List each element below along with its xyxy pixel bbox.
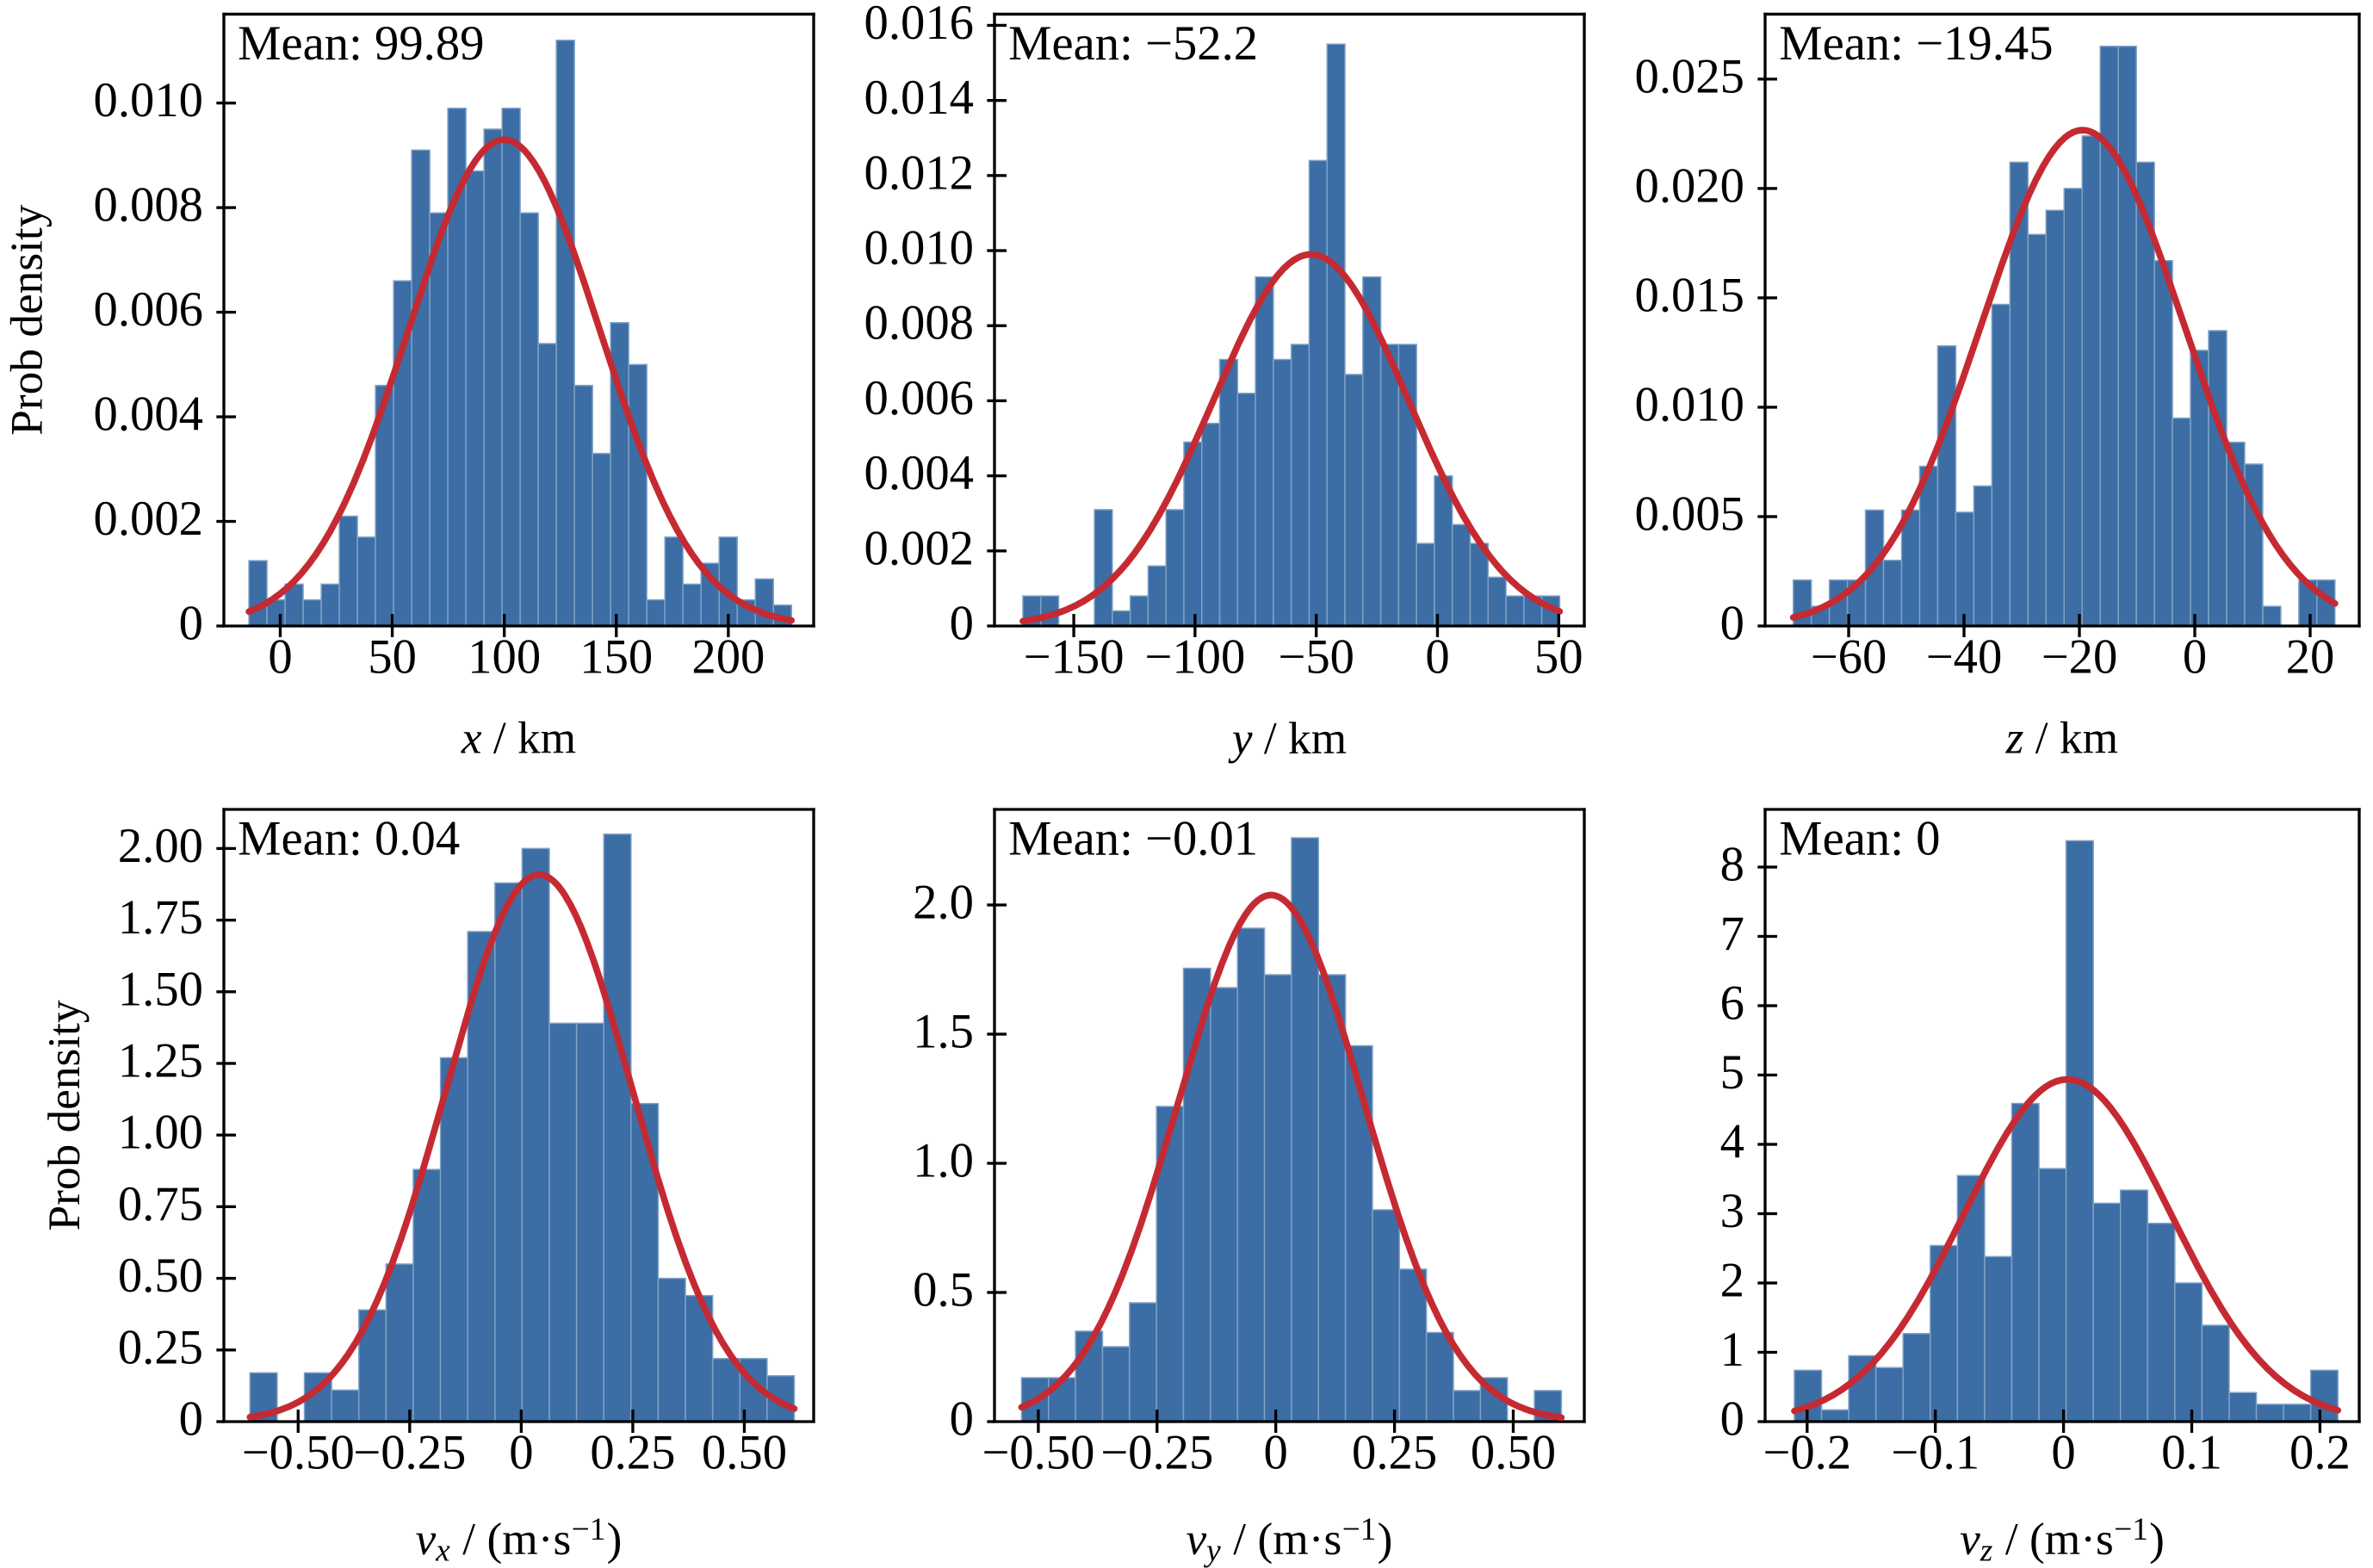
svg-text:1.50: 1.50 [118, 963, 203, 1016]
svg-text:0.25: 0.25 [118, 1321, 203, 1374]
svg-text:0.75: 0.75 [118, 1178, 203, 1231]
svg-text:−0.25: −0.25 [353, 1427, 466, 1480]
svg-text:0: 0 [179, 597, 203, 650]
svg-text:v y /: v y / ( m · s ) − 1 [1186, 1498, 1404, 1568]
svg-text:0.50: 0.50 [1471, 1427, 1556, 1480]
svg-text:−60: −60 [1811, 631, 1887, 685]
svg-text:8: 8 [1720, 838, 1744, 891]
svg-text:1.25: 1.25 [118, 1034, 203, 1088]
svg-text:0.002: 0.002 [864, 522, 974, 575]
svg-text:0.005: 0.005 [1635, 487, 1744, 541]
svg-text:0.1: 0.1 [2161, 1427, 2222, 1480]
svg-text:0: 0 [268, 631, 292, 685]
svg-text:50: 50 [368, 631, 417, 685]
svg-text:0.015: 0.015 [1635, 269, 1744, 322]
svg-text:0.5: 0.5 [913, 1263, 974, 1317]
svg-text:−20: −20 [2042, 631, 2118, 685]
svg-text:0.008: 0.008 [864, 297, 974, 350]
svg-text:−0.25: −0.25 [1100, 1427, 1213, 1480]
svg-text:2.00: 2.00 [118, 820, 203, 873]
svg-text:−50: −50 [1278, 631, 1354, 685]
svg-text:v z /: v z / ( m · s ) − 1 [1960, 1498, 2176, 1568]
svg-text:0: 0 [509, 1427, 533, 1480]
svg-text:1.00: 1.00 [118, 1106, 203, 1160]
svg-text:0.50: 0.50 [702, 1427, 787, 1480]
svg-text:0: 0 [179, 1392, 203, 1446]
svg-text:0: 0 [2183, 631, 2207, 685]
svg-text:0.010: 0.010 [1635, 378, 1744, 431]
svg-text:Prob density: Prob density [1, 204, 53, 435]
svg-text:x /: x / k m [461, 711, 576, 763]
svg-text:0.006: 0.006 [94, 283, 203, 337]
svg-text:0.016: 0.016 [864, 0, 974, 50]
svg-text:0: 0 [1264, 1427, 1288, 1480]
svg-text:Mean: −0.01: Mean: −0.01 [1008, 812, 1258, 865]
svg-text:1.0: 1.0 [913, 1134, 974, 1187]
svg-text:1.5: 1.5 [913, 1005, 974, 1058]
svg-text:20: 20 [2286, 631, 2335, 685]
svg-text:100: 100 [468, 631, 541, 685]
svg-text:Mean: 99.89: Mean: 99.89 [238, 17, 484, 71]
svg-text:0.012: 0.012 [864, 146, 974, 200]
svg-text:Mean: −52.2: Mean: −52.2 [1008, 17, 1258, 71]
svg-text:0.004: 0.004 [864, 447, 974, 500]
svg-text:0: 0 [950, 597, 974, 650]
svg-text:0.020: 0.020 [1635, 159, 1744, 213]
svg-text:−0.2: −0.2 [1763, 1427, 1851, 1480]
svg-text:0: 0 [1720, 1392, 1744, 1446]
svg-text:6: 6 [1720, 976, 1744, 1030]
svg-text:0: 0 [1425, 631, 1449, 685]
svg-text:150: 150 [579, 631, 653, 685]
svg-text:v x /: v x / ( m · s ) − 1 [416, 1498, 634, 1568]
svg-text:0: 0 [2051, 1427, 2075, 1480]
svg-text:1: 1 [1720, 1323, 1744, 1377]
svg-text:0.002: 0.002 [94, 493, 203, 546]
svg-text:50: 50 [1534, 631, 1583, 685]
svg-text:0.006: 0.006 [864, 372, 974, 425]
svg-text:Mean: 0: Mean: 0 [1779, 812, 1940, 865]
svg-text:5: 5 [1720, 1046, 1744, 1100]
svg-text:3: 3 [1720, 1185, 1744, 1238]
svg-text:0.008: 0.008 [94, 179, 203, 232]
svg-text:−0.50: −0.50 [982, 1427, 1094, 1480]
svg-text:0.014: 0.014 [864, 71, 974, 125]
svg-text:7: 7 [1720, 908, 1744, 961]
svg-text:Mean: −19.45: Mean: −19.45 [1779, 17, 2053, 71]
svg-text:0: 0 [1720, 597, 1744, 650]
svg-text:0.25: 0.25 [1352, 1427, 1437, 1480]
svg-text:1.75: 1.75 [118, 891, 203, 945]
svg-text:−100: −100 [1144, 631, 1245, 685]
svg-text:2.0: 2.0 [913, 876, 974, 929]
svg-text:−0.50: −0.50 [242, 1427, 355, 1480]
svg-text:0.010: 0.010 [864, 222, 974, 276]
svg-text:200: 200 [691, 631, 765, 685]
svg-text:0.025: 0.025 [1635, 50, 1744, 103]
svg-text:0.50: 0.50 [118, 1249, 203, 1303]
svg-text:−150: −150 [1024, 631, 1125, 685]
svg-text:z /: z / k m [2005, 711, 2118, 763]
svg-text:2: 2 [1720, 1254, 1744, 1307]
svg-text:0.2: 0.2 [2289, 1427, 2351, 1480]
svg-text:Prob density: Prob density [38, 1000, 90, 1230]
svg-text:4: 4 [1720, 1115, 1744, 1168]
svg-text:Mean: 0.04: Mean: 0.04 [238, 812, 460, 865]
svg-text:0: 0 [950, 1392, 974, 1446]
svg-text:0.010: 0.010 [94, 74, 203, 127]
svg-text:−40: −40 [1926, 631, 2003, 685]
svg-text:y /: y / k m [1228, 712, 1347, 764]
svg-text:0.004: 0.004 [94, 388, 203, 442]
svg-text:−0.1: −0.1 [1891, 1427, 1980, 1480]
svg-text:0.25: 0.25 [590, 1427, 675, 1480]
